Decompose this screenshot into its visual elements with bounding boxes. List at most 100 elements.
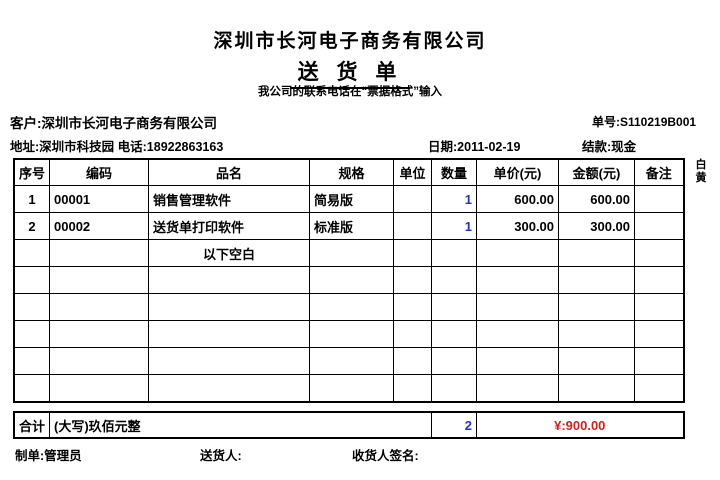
- col-header-price: 单价(元): [476, 158, 560, 186]
- deliverer-field: 送货人:: [200, 449, 242, 463]
- address-phone-line: 地址:深圳市科技园 电话:18922863163: [10, 140, 224, 154]
- cell-unit: [393, 347, 433, 375]
- total-amount: ¥:900.00: [476, 411, 685, 439]
- doc-note: 我公司的联系电话在“票据格式”输入: [258, 86, 442, 98]
- cell-amount: [558, 320, 636, 348]
- table-row: [13, 374, 685, 403]
- table-row: 以下空白: [13, 239, 685, 267]
- cell-code: 00002: [49, 212, 150, 240]
- cell-unit: [393, 239, 433, 267]
- cell-spec: 简易版: [309, 185, 395, 213]
- cell-amount: [558, 293, 636, 321]
- table-row: 2 00002 送货单打印软件 标准版 1 300.00 300.00: [13, 212, 685, 240]
- cell-unit: [393, 185, 433, 213]
- cell-seq: [13, 347, 51, 375]
- col-header-amount: 金额(元): [558, 158, 636, 186]
- cell-unit: [393, 293, 433, 321]
- cell-spec: [309, 347, 395, 375]
- col-header-remark: 备注: [634, 158, 685, 186]
- cell-price: 600.00: [476, 185, 560, 213]
- cell-seq: [13, 239, 51, 267]
- cell-spec: [309, 293, 395, 321]
- cell-price: [476, 266, 560, 294]
- cell-name-blank-below: 以下空白: [148, 239, 311, 267]
- cell-seq: [13, 293, 51, 321]
- cell-seq: [13, 266, 51, 294]
- cell-qty: [431, 293, 478, 321]
- company-title: 深圳市长河电子商务有限公司: [213, 31, 487, 52]
- maker-field: 制单:管理员: [15, 449, 82, 463]
- cell-remark: [634, 320, 685, 348]
- cell-price: [476, 239, 560, 267]
- cell-qty: 1: [431, 212, 478, 240]
- table-header-row: 序号 编码 品名 规格 单位 数量 单价(元) 金额(元) 备注: [13, 158, 685, 186]
- cell-name: 送货单打印软件: [148, 212, 311, 240]
- copy-colors-tag: 白 黄: [695, 159, 707, 184]
- cell-remark: [634, 374, 685, 403]
- cell-spec: [309, 374, 395, 403]
- cell-amount: 300.00: [558, 212, 636, 240]
- cell-qty: [431, 347, 478, 375]
- table-row: 1 00001 销售管理软件 简易版 1 600.00 600.00: [13, 185, 685, 213]
- table-row: [13, 320, 685, 348]
- cell-price: [476, 374, 560, 403]
- items-table: 序号 编码 品名 规格 单位 数量 单价(元) 金额(元) 备注 1 00001…: [13, 158, 685, 403]
- amount-in-words: (大写)玖佰元整: [49, 411, 433, 439]
- cell-unit: [393, 212, 433, 240]
- cell-seq: 2: [13, 212, 51, 240]
- col-header-code: 编码: [49, 158, 150, 186]
- table-row: [13, 293, 685, 321]
- order-number: 单号:S110219B001: [592, 115, 697, 129]
- table-row: [13, 347, 685, 375]
- cell-code: [49, 293, 150, 321]
- cell-price: [476, 347, 560, 375]
- cell-remark: [634, 293, 685, 321]
- cell-spec: [309, 320, 395, 348]
- cell-unit: [393, 320, 433, 348]
- cell-code: [49, 239, 150, 267]
- cell-qty: 1: [431, 185, 478, 213]
- cell-price: 300.00: [476, 212, 560, 240]
- cell-name: [148, 320, 311, 348]
- cell-seq: [13, 374, 51, 403]
- doc-title: 送 货 单: [289, 56, 411, 89]
- total-row: 合计 (大写)玖佰元整 2 ¥:900.00: [13, 411, 685, 439]
- cell-remark: [634, 266, 685, 294]
- cell-price: [476, 320, 560, 348]
- cell-remark: [634, 212, 685, 240]
- cell-unit: [393, 374, 433, 403]
- cell-code: [49, 266, 150, 294]
- cell-remark: [634, 239, 685, 267]
- cell-code: [49, 347, 150, 375]
- cell-unit: [393, 266, 433, 294]
- date-field: 日期:2011-02-19: [428, 140, 521, 154]
- col-header-qty: 数量: [431, 158, 478, 186]
- col-header-unit: 单位: [393, 158, 433, 186]
- cell-spec: [309, 239, 395, 267]
- cell-name: [148, 266, 311, 294]
- cell-qty: [431, 320, 478, 348]
- receiver-signature-field: 收货人签名:: [352, 449, 419, 463]
- cell-name: [148, 374, 311, 403]
- cell-price: [476, 293, 560, 321]
- cell-remark: [634, 185, 685, 213]
- cell-qty: [431, 239, 478, 267]
- cell-qty: [431, 266, 478, 294]
- table-row: [13, 266, 685, 294]
- cell-amount: [558, 266, 636, 294]
- cell-name: [148, 293, 311, 321]
- total-row-inner: 合计 (大写)玖佰元整 2 ¥:900.00: [13, 411, 685, 439]
- payment-method: 结款:现金: [582, 140, 637, 154]
- cell-amount: 600.00: [558, 185, 636, 213]
- cell-amount: [558, 374, 636, 403]
- cell-name: [148, 347, 311, 375]
- customer-line: 客户:深圳市长河电子商务有限公司: [10, 116, 217, 131]
- cell-seq: 1: [13, 185, 51, 213]
- cell-spec: 标准版: [309, 212, 395, 240]
- cell-code: [49, 374, 150, 403]
- doc-title-wrap: 送 货 单: [0, 56, 700, 89]
- cell-remark: [634, 347, 685, 375]
- cell-code: [49, 320, 150, 348]
- cell-name: 销售管理软件: [148, 185, 311, 213]
- cell-spec: [309, 266, 395, 294]
